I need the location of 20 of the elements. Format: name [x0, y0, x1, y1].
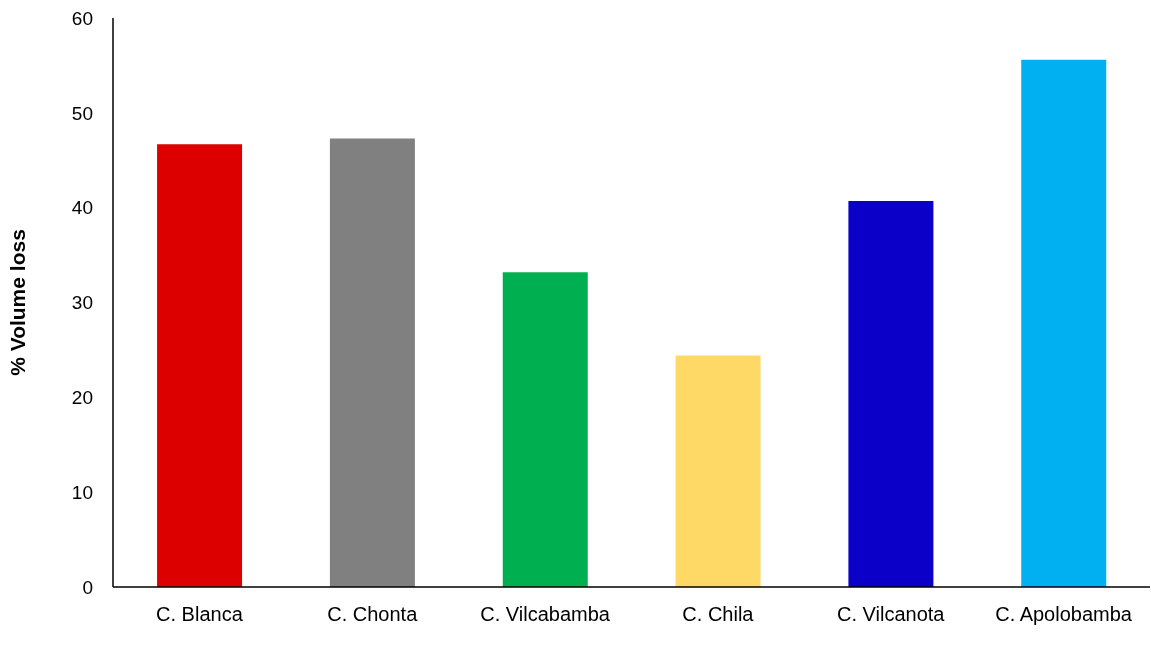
bar [1021, 59, 1107, 587]
y-axis-title: % Volume loss [6, 229, 30, 376]
x-tick-label: C. Blanca [156, 603, 244, 625]
x-tick-label: C. Chonta [327, 603, 419, 625]
x-tick-label: C. Vilcanota [837, 603, 946, 625]
y-tick-label: 60 [71, 7, 93, 29]
y-tick-label: 0 [82, 576, 93, 598]
bar [329, 138, 415, 587]
x-tick-label: C. Apolobamba [995, 603, 1133, 625]
y-tick-label: 40 [71, 197, 93, 219]
y-tick-label: 30 [71, 292, 93, 314]
x-tick-label: C. Vilcabamba [480, 603, 611, 625]
y-tick-label: 10 [71, 481, 93, 503]
bar [157, 144, 243, 587]
y-tick-label: 50 [71, 102, 93, 124]
bar [502, 272, 588, 587]
x-tick-label: C. Chila [682, 603, 755, 625]
bar [675, 355, 761, 587]
bar [848, 201, 934, 587]
y-tick-label: 20 [71, 387, 93, 409]
